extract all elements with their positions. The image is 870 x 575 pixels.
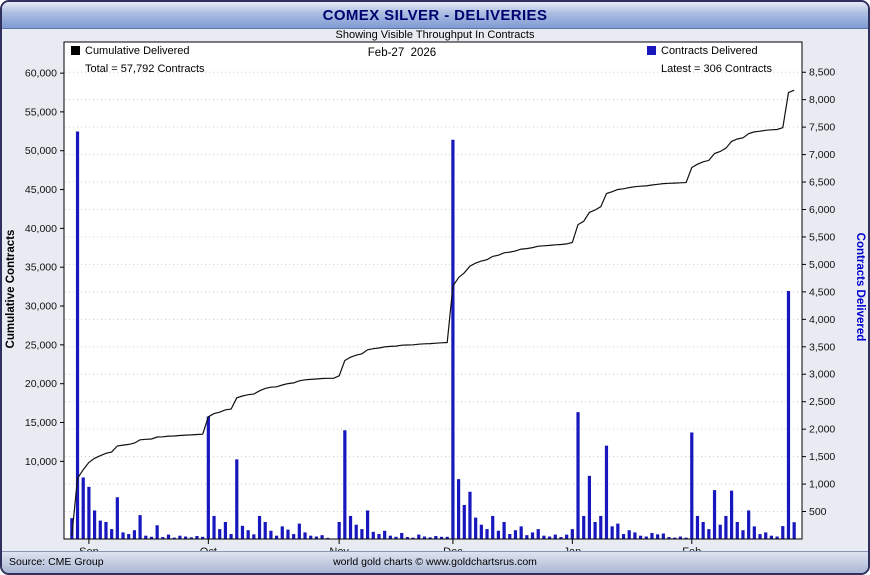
svg-text:45,000: 45,000 (25, 184, 57, 196)
left-axis-title: Cumulative Contracts (5, 229, 17, 349)
svg-text:5,000: 5,000 (809, 259, 835, 271)
svg-text:8,000: 8,000 (809, 94, 835, 106)
svg-text:30,000: 30,000 (25, 301, 57, 313)
legend-cumulative-row: Cumulative Delivered (71, 45, 205, 58)
svg-text:4,000: 4,000 (809, 314, 835, 326)
svg-text:8,500: 8,500 (809, 67, 835, 79)
svg-text:3,500: 3,500 (809, 341, 835, 353)
legend-cumulative: Cumulative Delivered Total = 57,792 Cont… (71, 45, 205, 76)
legend-delivered-label: Contracts Delivered (661, 45, 758, 57)
legend-total-label: Total = 57,792 Contracts (85, 63, 205, 75)
delivered-legend-swatch (647, 46, 656, 55)
legend-latest-label: Latest = 306 Contracts (661, 63, 772, 75)
source-label: Source: CME Group (9, 556, 104, 568)
legend-delivered-row: Contracts Delivered (647, 45, 797, 58)
svg-text:20,000: 20,000 (25, 378, 57, 390)
page-title: COMEX SILVER - DELIVERIES (322, 6, 548, 24)
footer-bar: Source: CME Group world gold charts © ww… (2, 551, 868, 573)
svg-text:60,000: 60,000 (25, 68, 57, 80)
svg-text:7,000: 7,000 (809, 149, 835, 161)
credit-label: world gold charts © www.goldchartsrus.co… (333, 556, 537, 568)
svg-text:50,000: 50,000 (25, 145, 57, 157)
chart-subtitle: Showing Visible Throughput In Contracts (335, 29, 535, 41)
svg-text:35,000: 35,000 (25, 262, 57, 274)
as-of-date-label: Feb-27 2026 (367, 47, 437, 59)
svg-text:3,000: 3,000 (809, 369, 835, 381)
svg-text:55,000: 55,000 (25, 106, 57, 118)
legend-cumulative-label: Cumulative Delivered (85, 45, 190, 57)
svg-text:40,000: 40,000 (25, 223, 57, 235)
svg-text:7,500: 7,500 (809, 122, 835, 134)
svg-text:4,500: 4,500 (809, 286, 835, 298)
svg-text:500: 500 (809, 506, 827, 518)
svg-text:5,500: 5,500 (809, 231, 835, 243)
svg-text:15,000: 15,000 (25, 417, 57, 429)
svg-text:6,000: 6,000 (809, 204, 835, 216)
svg-text:25,000: 25,000 (25, 339, 57, 351)
svg-text:2,500: 2,500 (809, 396, 835, 408)
svg-text:10,000: 10,000 (25, 456, 57, 468)
svg-text:1,000: 1,000 (809, 479, 835, 491)
svg-text:6,500: 6,500 (809, 177, 835, 189)
legend-delivered: Contracts Delivered Latest = 306 Contrac… (647, 45, 797, 76)
svg-text:1,500: 1,500 (809, 451, 835, 463)
right-axis-title: Contracts Delivered (854, 232, 866, 342)
title-bar: COMEX SILVER - DELIVERIES (2, 2, 868, 29)
svg-text:2,000: 2,000 (809, 424, 835, 436)
cumulative-legend-swatch (71, 46, 80, 55)
